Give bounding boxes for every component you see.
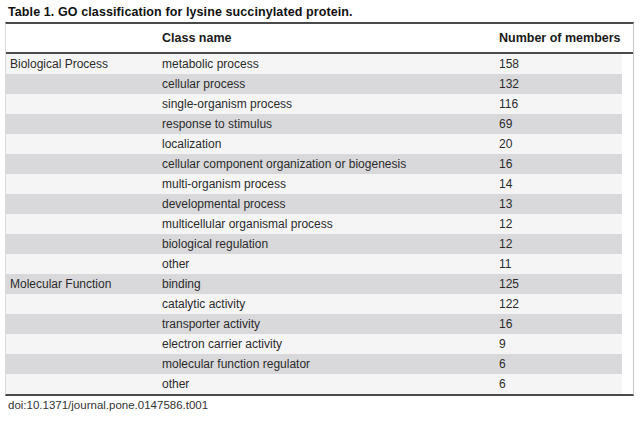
class-name-cell: other bbox=[162, 374, 499, 394]
category-cell bbox=[6, 334, 162, 354]
column-header-number-of-members: Number of members bbox=[499, 24, 633, 52]
category-cell bbox=[6, 154, 162, 174]
table-row: cellular process 132 bbox=[6, 74, 622, 94]
class-name-cell: electron carrier activity bbox=[162, 334, 499, 354]
class-name-cell: catalytic activity bbox=[162, 294, 499, 314]
class-name-cell: biological regulation bbox=[162, 234, 499, 254]
members-cell: 125 bbox=[499, 274, 622, 294]
category-cell bbox=[6, 114, 162, 134]
table-row: molecular function regulator 6 bbox=[6, 354, 622, 374]
table-row: multicellular organismal process 12 bbox=[6, 214, 622, 234]
category-cell bbox=[6, 214, 162, 234]
members-cell: 16 bbox=[499, 314, 622, 334]
table-row: biological regulation 12 bbox=[6, 234, 622, 254]
class-name-cell: transporter activity bbox=[162, 314, 499, 334]
category-cell bbox=[6, 374, 162, 394]
go-classification-table: Class name Number of members Biological … bbox=[5, 22, 634, 396]
table-row: electron carrier activity 9 bbox=[6, 334, 622, 354]
table-row: response to stimulus 69 bbox=[6, 114, 622, 134]
members-cell: 9 bbox=[499, 334, 622, 354]
table-title: Table 1. GO classification for lysine su… bbox=[8, 5, 353, 19]
doi-text: doi:10.1371/journal.pone.0147586.t001 bbox=[8, 399, 208, 411]
members-cell: 16 bbox=[499, 154, 622, 174]
table-row: Molecular Function binding 125 bbox=[6, 274, 622, 294]
class-name-cell: cellular process bbox=[162, 74, 499, 94]
table-row: other 11 bbox=[6, 254, 622, 274]
members-cell: 158 bbox=[499, 54, 622, 74]
category-cell bbox=[6, 94, 162, 114]
class-name-cell: response to stimulus bbox=[162, 114, 499, 134]
table-header-row: Class name Number of members bbox=[6, 24, 633, 54]
column-header-class-name: Class name bbox=[162, 24, 499, 52]
members-cell: 116 bbox=[499, 94, 622, 114]
table-row: Biological Process metabolic process 158 bbox=[6, 54, 622, 74]
category-cell bbox=[6, 74, 162, 94]
table-row: localization 20 bbox=[6, 134, 622, 154]
table-row: transporter activity 16 bbox=[6, 314, 622, 334]
category-cell bbox=[6, 294, 162, 314]
table-row: cellular component organization or bioge… bbox=[6, 154, 622, 174]
members-cell: 12 bbox=[499, 214, 622, 234]
members-cell: 20 bbox=[499, 134, 622, 154]
class-name-cell: metabolic process bbox=[162, 54, 499, 74]
category-cell bbox=[6, 194, 162, 214]
class-name-cell: multi-organism process bbox=[162, 174, 499, 194]
table-body: Biological Process metabolic process 158… bbox=[6, 54, 633, 394]
class-name-cell: multicellular organismal process bbox=[162, 214, 499, 234]
table-row: multi-organism process 14 bbox=[6, 174, 622, 194]
table-row: developmental process 13 bbox=[6, 194, 622, 214]
members-cell: 122 bbox=[499, 294, 622, 314]
members-cell: 14 bbox=[499, 174, 622, 194]
members-cell: 6 bbox=[499, 374, 622, 394]
class-name-cell: developmental process bbox=[162, 194, 499, 214]
column-header-category bbox=[6, 24, 162, 52]
members-cell: 12 bbox=[499, 234, 622, 254]
table-row: catalytic activity 122 bbox=[6, 294, 622, 314]
table-row: single-organism process 116 bbox=[6, 94, 622, 114]
category-cell bbox=[6, 314, 162, 334]
category-cell bbox=[6, 254, 162, 274]
category-cell: Biological Process bbox=[6, 54, 162, 74]
page: Table 1. GO classification for lysine su… bbox=[0, 0, 640, 425]
class-name-cell: other bbox=[162, 254, 499, 274]
category-cell bbox=[6, 354, 162, 374]
class-name-cell: cellular component organization or bioge… bbox=[162, 154, 499, 174]
class-name-cell: molecular function regulator bbox=[162, 354, 499, 374]
category-cell bbox=[6, 234, 162, 254]
class-name-cell: single-organism process bbox=[162, 94, 499, 114]
members-cell: 11 bbox=[499, 254, 622, 274]
class-name-cell: localization bbox=[162, 134, 499, 154]
class-name-cell: binding bbox=[162, 274, 499, 294]
category-cell bbox=[6, 174, 162, 194]
members-cell: 69 bbox=[499, 114, 622, 134]
members-cell: 132 bbox=[499, 74, 622, 94]
table-row: other 6 bbox=[6, 374, 622, 394]
category-cell: Molecular Function bbox=[6, 274, 162, 294]
members-cell: 6 bbox=[499, 354, 622, 374]
category-cell bbox=[6, 134, 162, 154]
members-cell: 13 bbox=[499, 194, 622, 214]
